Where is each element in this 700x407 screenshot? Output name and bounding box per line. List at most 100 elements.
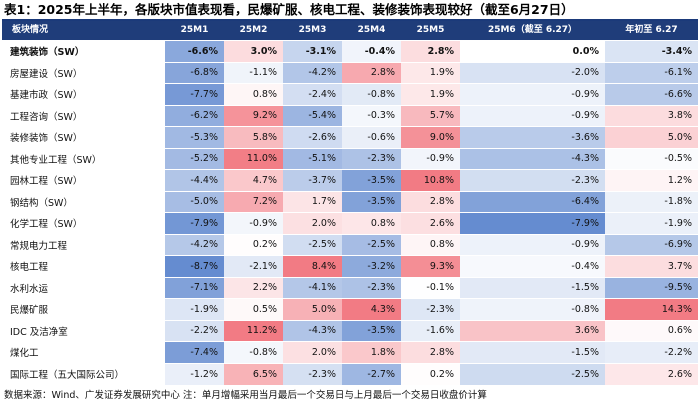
table-row: 国际工程（五大国际公司） -1.2% 6.5% -2.3% -2.7% 0.2% -2.5%… [2,362,698,385]
sector-name: 基建市政（SW） [2,83,165,105]
value-cell: -4.1% [283,276,342,299]
value-cell: -0.9% [460,83,605,105]
value-cell: 0.0% [460,40,605,62]
value-cell: 8.4% [283,255,342,277]
sector-name: 装修装饰（SW） [2,126,165,148]
table-row: 化学工程（SW） -7.9% -0.9% 2.0% 0.8% 2.6% -7.9% -1.9% [2,212,698,234]
value-cell: -4.2% [165,233,224,256]
value-cell: 11.2% [224,319,283,342]
value-cell: -0.5% [605,147,698,170]
table-row: 民爆矿服 -1.9% 0.5% 5.0% 4.3% -2.3% -0.8% 14.3% [2,298,698,320]
value-cell: 9.3% [401,255,460,277]
sector-name: 园林工程（SW） [2,169,165,191]
value-cell: 3.6% [460,319,605,342]
value-cell: -2.3% [283,362,342,385]
column-header: 25M5 [401,21,460,41]
table-row: 房屋建设（SW） -6.8% -1.1% -4.2% 2.8% 1.9% -2.0% -6.1… [2,61,698,84]
value-cell: -3.5% [342,319,401,342]
sector-name: 工程咨询（SW） [2,104,165,127]
table-row: 装修装饰（SW） -5.3% 5.8% -2.6% -0.6% 9.0% -3.6% 5.0% [2,126,698,148]
value-cell: 5.0% [283,298,342,320]
sector-name: 房屋建设（SW） [2,61,165,84]
value-cell: 2.6% [605,362,698,385]
value-cell: 7.2% [224,190,283,213]
value-cell: -0.1% [401,276,460,299]
value-cell: 2.0% [283,212,342,234]
table-row: 常规电力工程 -4.2% 0.2% -2.5% -2.5% 0.8% -0.9% -6.9% [2,233,698,256]
table-title: 表1：2025年上半年，各版块市值表现看，民爆矿服、核电工程、装修装饰表现较好（… [4,2,574,17]
value-cell: -6.6% [165,40,224,62]
value-cell: -8.7% [165,255,224,277]
value-cell: -2.3% [342,147,401,170]
value-cell: -7.9% [165,212,224,234]
value-cell: -7.7% [165,83,224,105]
value-cell: 2.2% [224,276,283,299]
value-cell: 3.7% [605,255,698,277]
table-row: 建筑装饰（SW） -6.6% 3.0% -3.1% -0.4% 2.8% 0.0% -3.4% [2,40,698,62]
value-cell: -2.0% [460,61,605,84]
sector-name: 核电工程 [2,255,165,277]
value-cell: -5.2% [165,147,224,170]
value-cell: 3.8% [605,104,698,127]
table-row: 煤化工 -7.4% -0.8% 2.0% 1.8% 2.8% -1.5% -2.2% [2,341,698,363]
value-cell: -5.0% [165,190,224,213]
value-cell: 0.8% [401,233,460,256]
value-cell: 1.9% [401,61,460,84]
value-cell: -1.5% [460,341,605,363]
value-cell: -6.1% [605,61,698,84]
value-cell: 0.8% [224,83,283,105]
value-cell: -5.3% [165,126,224,148]
value-cell: 9.0% [401,126,460,148]
value-cell: -6.2% [165,104,224,127]
column-header: 25M6（截至 6.27） [460,21,605,41]
value-cell: -1.9% [605,212,698,234]
value-cell: 6.5% [224,362,283,385]
value-cell: -5.4% [283,104,342,127]
value-cell: -7.1% [165,276,224,299]
value-cell: 1.9% [401,83,460,105]
column-header: 板块情况 [2,21,165,41]
value-cell: -3.1% [283,40,342,62]
value-cell: -4.3% [283,319,342,342]
value-cell: -1.5% [460,276,605,299]
value-cell: -0.8% [224,341,283,363]
value-cell: 2.0% [283,341,342,363]
sector-name: 钢结构（SW） [2,190,165,213]
value-cell: -0.3% [342,104,401,127]
table-body: 建筑装饰（SW） -6.6% 3.0% -3.1% -0.4% 2.8% 0.0% -3.4%… [2,40,698,385]
value-cell: -0.4% [342,40,401,62]
value-cell: -2.3% [342,276,401,299]
value-cell: 2.8% [401,190,460,213]
value-cell: -7.9% [460,212,605,234]
value-cell: -0.4% [460,255,605,277]
table-row: 工程咨询（SW） -6.2% 9.2% -5.4% -0.3% 5.7% -0.9% 3.8% [2,104,698,127]
column-header: 25M2 [224,21,283,41]
value-cell: 4.7% [224,169,283,191]
sector-name: 民爆矿服 [2,298,165,320]
value-cell: -2.7% [342,362,401,385]
value-cell: 11.0% [224,147,283,170]
value-cell: -3.4% [605,40,698,62]
column-header: 年初至 6.27 [605,21,698,41]
sector-name: 化学工程（SW） [2,212,165,234]
value-cell: -7.4% [165,341,224,363]
value-cell: 0.2% [401,362,460,385]
value-cell: 2.8% [401,40,460,62]
sector-name: 煤化工 [2,341,165,363]
value-cell: -1.6% [401,319,460,342]
sector-name: 其他专业工程（SW） [2,147,165,170]
value-cell: -6.9% [605,233,698,256]
value-cell: -3.5% [342,190,401,213]
value-cell: -2.4% [283,83,342,105]
value-cell: 5.0% [605,126,698,148]
value-cell: -0.9% [460,104,605,127]
value-cell: -2.2% [605,341,698,363]
sector-name: IDC 及洁净室 [2,319,165,342]
value-cell: 5.8% [224,126,283,148]
value-cell: 9.2% [224,104,283,127]
value-cell: -9.5% [605,276,698,299]
value-cell: -1.9% [165,298,224,320]
table-row: IDC 及洁净室 -2.2% 11.2% -4.3% -3.5% -1.6% 3.6% 0.6… [2,319,698,342]
value-cell: 0.6% [605,319,698,342]
value-cell: 14.3% [605,298,698,320]
